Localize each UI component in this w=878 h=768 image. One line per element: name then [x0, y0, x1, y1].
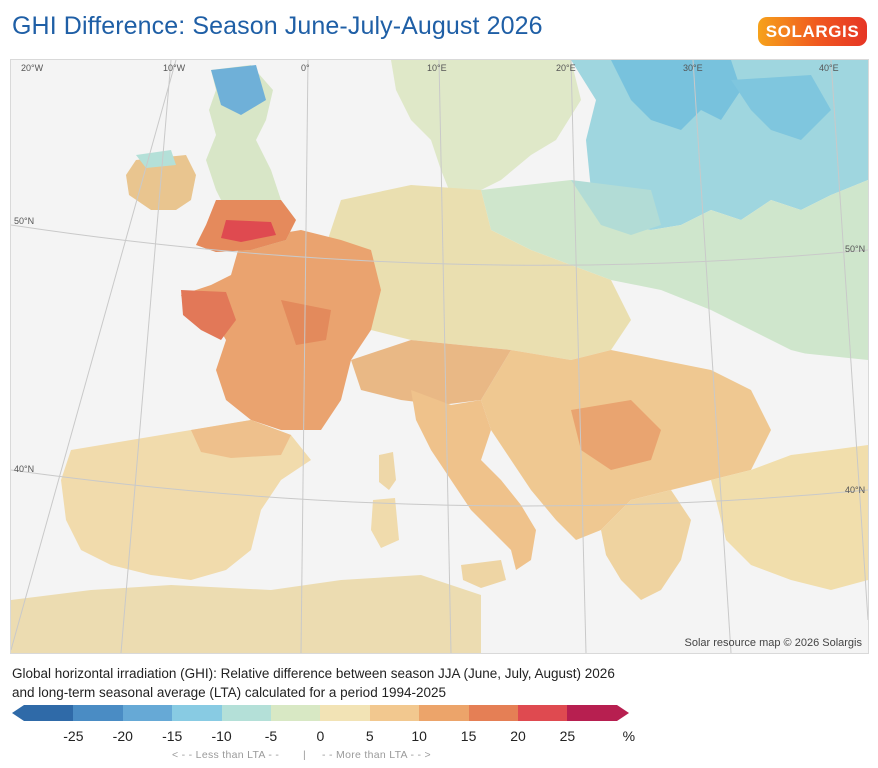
legend-segment	[369, 705, 420, 721]
label-20e: 20°E	[556, 63, 576, 73]
legend-segment	[270, 705, 321, 721]
label-40n-left: 40°N	[14, 464, 35, 474]
region-north-africa	[11, 575, 481, 653]
legend-segment	[221, 705, 271, 721]
map-caption: Global horizontal irradiation (GHI): Rel…	[12, 664, 615, 702]
label-20w: 20°W	[21, 63, 44, 73]
region-north-spain	[191, 420, 291, 458]
legend-tick-label: 15	[460, 728, 477, 744]
legend-tick-label: -20	[112, 728, 133, 744]
region-corsica	[379, 452, 396, 490]
legend-tick-label: 25	[559, 728, 576, 744]
legend-arrow-right	[616, 705, 629, 721]
legend-segment	[517, 705, 568, 721]
region-baltic-low	[611, 60, 741, 130]
meridian-40e	[830, 60, 868, 621]
map-canvas[interactable]: 20°W 10°W 0° 10°E 20°E 30°E 40°E 50°N 50…	[10, 59, 869, 654]
more-than-lta-label: - - More than LTA - - >	[322, 749, 431, 761]
parallel-40n	[11, 469, 868, 507]
black-sea	[766, 350, 868, 450]
label-50n-right: 50°N	[845, 244, 866, 254]
parallel-50n	[11, 224, 868, 266]
legend-color-bar	[12, 705, 629, 721]
legend-segment	[172, 705, 222, 721]
legend-tick-label: -15	[162, 728, 183, 744]
legend-segment	[122, 705, 173, 721]
region-greece	[601, 490, 691, 600]
caption-line-2: and long-term seasonal average (LTA) cal…	[12, 685, 447, 700]
region-iberia	[61, 420, 311, 580]
meridian-20e	[570, 60, 587, 653]
graticule	[11, 60, 868, 653]
label-10e: 10°E	[427, 63, 447, 73]
label-30e: 30°E	[683, 63, 703, 73]
region-russia-low	[731, 75, 831, 140]
label-40n-right: 40°N	[845, 485, 866, 495]
map-copyright: Solar resource map © 2026 Solargis	[684, 637, 862, 649]
region-france-central	[281, 300, 331, 345]
region-italy	[411, 390, 536, 570]
color-legend	[12, 705, 629, 721]
region-alps	[351, 340, 511, 405]
lta-separator: |	[303, 749, 307, 761]
legend-segments	[24, 705, 617, 721]
label-0: 0°	[301, 63, 310, 73]
region-sicily	[461, 560, 506, 588]
region-scandinavia	[391, 60, 581, 200]
legend-tick-label: 0	[316, 728, 325, 744]
solargis-logo: SOLARGIS	[758, 17, 867, 46]
less-than-lta-label: < - - Less than LTA - -	[172, 749, 280, 761]
region-scotland	[211, 65, 266, 115]
legend-tick-label: 10	[411, 728, 427, 744]
legend-tick-label: -10	[211, 728, 232, 744]
region-ireland-north	[136, 150, 176, 168]
region-france	[181, 230, 381, 430]
legend-segment	[567, 705, 617, 721]
region-poland-north	[571, 180, 661, 235]
meridian-0	[300, 60, 309, 653]
meridian-20w	[11, 60, 177, 651]
legend-segment	[320, 705, 370, 721]
region-sardinia	[371, 498, 399, 548]
page-title: GHI Difference: Season June-July-August …	[12, 12, 543, 40]
legend-segment	[419, 705, 469, 721]
meridian-30e	[692, 60, 732, 653]
legend-tick-label: %	[622, 728, 636, 744]
legend-tick-label: -5	[264, 728, 278, 744]
label-40e: 40°E	[819, 63, 839, 73]
region-central-europe	[321, 185, 631, 360]
map-svg	[11, 60, 868, 653]
region-eastern-europe	[481, 180, 868, 370]
label-50n-left: 50°N	[14, 216, 35, 226]
region-turkey	[711, 445, 868, 590]
region-brittany	[181, 290, 236, 340]
legend-segment	[24, 705, 74, 721]
meridian-10e	[438, 60, 452, 653]
legend-tick-label: 5	[365, 728, 374, 744]
legend-arrow-left	[12, 705, 24, 721]
legend-segment	[468, 705, 518, 721]
region-serbia	[571, 400, 661, 470]
caption-line-1: Global horizontal irradiation (GHI): Rel…	[12, 666, 615, 681]
legend-tick-label: 20	[510, 728, 526, 744]
legend-segment	[73, 705, 123, 721]
legend-ticks: -25 -20 -15 -10 -5 0 5 10 15 20 25%	[0, 728, 878, 744]
legend-tick-label: -25	[63, 728, 84, 744]
region-england-hotspot	[221, 220, 276, 242]
label-10w: 10°W	[163, 63, 186, 73]
